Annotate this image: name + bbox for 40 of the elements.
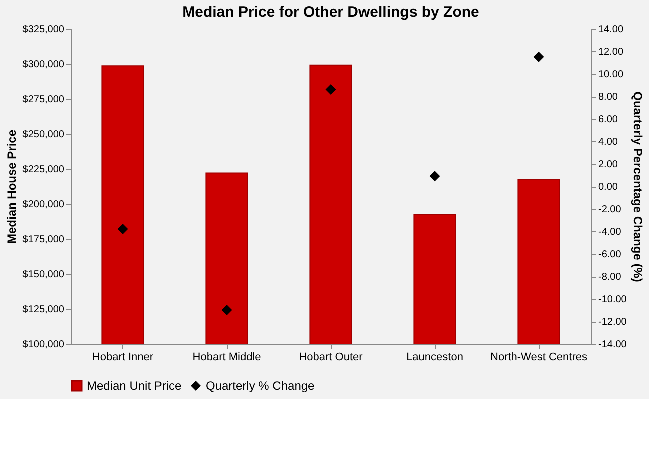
x-tick-label: Hobart Outer [299,352,364,364]
y-tick-label: $125,000 [22,304,65,316]
y2-tick-label: 4.00 [598,137,618,148]
y-tick-label: $250,000 [22,130,65,140]
y2-tick-label: -12.00 [598,317,628,328]
y2-tick-label: -10.00 [598,294,628,306]
x-tick-label: Launceston [406,352,464,364]
y-tick-label: $100,000 [22,340,65,350]
y2-tick-label: 6.00 [598,114,618,126]
y2-tick-label: -2.00 [598,204,622,216]
point [326,84,336,95]
y2-tick-label: 2.00 [598,160,618,170]
y2-tick-label: -8.00 [598,272,622,283]
chart-title: Median Price for Other Dwellings by Zone [182,4,480,21]
y2-tick-label: 8.00 [598,92,618,103]
point [534,52,544,62]
y-tick-label: $275,000 [22,94,65,106]
legend-label: Quarterly % Change [206,379,316,393]
y2-tick-label: 14.00 [598,24,624,36]
y2-tick-label: -14.00 [598,340,628,350]
point [118,224,128,234]
x-tick-label: Hobart Middle [192,352,262,364]
point [430,171,440,182]
y-tick-label: $150,000 [22,270,65,280]
x-tick-label: Hobart Inner [92,352,154,364]
y-tick-label: $200,000 [22,200,65,210]
y-tick-label: $175,000 [22,234,65,246]
y2-tick-label: 0.00 [598,182,618,193]
y2-axis-title: Quarterly Percentage Change (%) [630,92,645,282]
legend-label: Median Unit Price [87,379,182,393]
y2-tick-label: 10.00 [598,70,624,80]
y2-tick-label: -4.00 [598,227,622,238]
y-tick-label: $300,000 [22,60,65,70]
y2-tick-label: 12.00 [598,47,624,58]
y-tick-label: $325,000 [22,24,65,36]
point [222,305,232,316]
y-axis-title: Median House Price [4,130,19,244]
x-tick-label: North-West Centres [490,352,588,364]
y-tick-label: $225,000 [22,164,65,176]
y2-tick-label: -6.00 [598,250,622,260]
